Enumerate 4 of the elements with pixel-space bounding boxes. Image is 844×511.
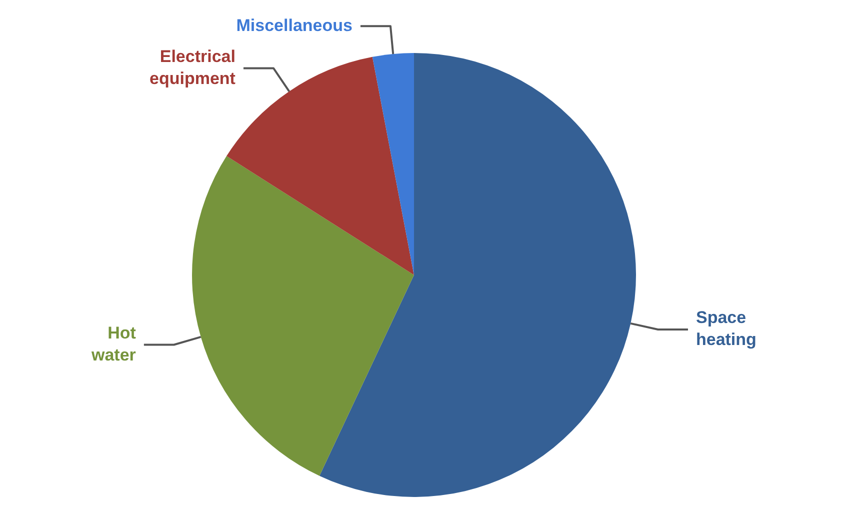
slice-label: Space heating (696, 308, 756, 350)
slice-label: Electrical equipment (150, 46, 236, 88)
slice-label: Hot water (90, 323, 136, 364)
slice-label: Miscellaneous (236, 16, 352, 35)
